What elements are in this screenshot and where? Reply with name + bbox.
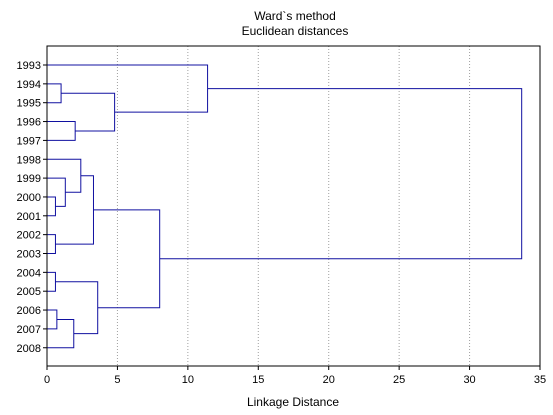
x-axis-label: Linkage Distance	[247, 395, 339, 409]
leaf-label: 1995	[17, 98, 41, 110]
dendrogram-links	[47, 64, 523, 349]
y-tick-marks: 1993 1994 1995 1996 1997 1998 1999 2000 2001 2002…	[17, 60, 47, 355]
x-tick-label: 35	[534, 374, 546, 386]
leaf-label: 2002	[17, 230, 41, 242]
grid-lines	[116, 46, 471, 366]
x-tick-label: 0	[44, 374, 50, 386]
leaf-label: 2000	[17, 192, 41, 204]
leaf-label: 1997	[17, 135, 41, 147]
plot-frame	[46, 45, 541, 367]
leaf-label: 2001	[17, 211, 41, 223]
x-tick-marks: 0 5 10 15 20 25 30 35	[44, 366, 546, 386]
leaf-label: 1998	[17, 154, 41, 166]
leaf-label: 2004	[17, 267, 41, 279]
leaf-label: 1993	[17, 60, 41, 72]
dendrogram-link	[47, 64, 209, 113]
dendrogram-link	[47, 158, 82, 193]
dendrogram-link	[47, 234, 56, 254]
x-tick-label: 25	[393, 374, 405, 386]
leaf-label: 2007	[17, 324, 41, 336]
dendrogram-link	[47, 196, 56, 217]
x-tick-label: 10	[182, 374, 194, 386]
leaf-label: 2005	[17, 286, 41, 298]
dendrogram-link	[47, 177, 66, 207]
dendrogram-link	[47, 121, 76, 141]
x-tick-label: 30	[463, 374, 475, 386]
leaf-label: 2008	[17, 343, 41, 355]
dendrogram-link	[47, 271, 56, 292]
dendrogram-link	[47, 309, 58, 330]
dendrogram-link	[93, 209, 161, 309]
x-tick-label: 15	[252, 374, 264, 386]
leaf-label: 2006	[17, 305, 41, 317]
chart-title-line-2: Euclidean distances	[242, 24, 349, 38]
dendrogram-link	[55, 281, 99, 335]
x-tick-label: 5	[114, 374, 120, 386]
dendrogram-link	[55, 175, 94, 245]
leaf-label: 2003	[17, 249, 41, 261]
leaf-label: 1996	[17, 117, 41, 129]
dendrogram-link	[61, 92, 116, 132]
dendrogram-link	[47, 83, 62, 104]
chart-title-line-1: Ward`s method	[254, 9, 336, 23]
dendrogram-link	[159, 88, 523, 260]
dendrogram-link	[47, 318, 75, 349]
leaf-label: 1999	[17, 173, 41, 185]
leaf-label: 1994	[17, 79, 41, 91]
x-tick-label: 20	[323, 374, 335, 386]
